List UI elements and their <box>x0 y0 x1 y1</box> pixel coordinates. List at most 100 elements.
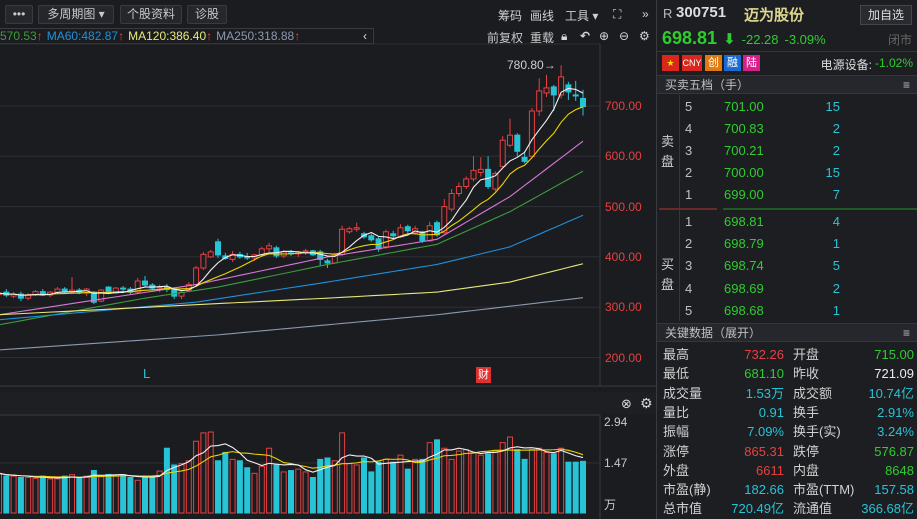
key-value: 721.09 <box>874 366 914 382</box>
candlestick-chart[interactable] <box>0 0 656 519</box>
stock-info-button[interactable]: 个股资料 <box>120 5 182 24</box>
menu-icon[interactable]: ≡ <box>902 326 910 340</box>
key-label: 成交额 <box>793 385 833 401</box>
key-value: 182.66 <box>744 482 784 498</box>
sell-level-row[interactable]: 2 700.00 15 <box>679 163 917 183</box>
buy-level-row[interactable]: 3 698.74 5 <box>679 256 917 276</box>
candle-body <box>302 250 309 253</box>
collapse-icon[interactable]: » <box>642 7 649 21</box>
ma120-line <box>0 263 584 316</box>
sell-level-row[interactable]: 3 700.21 2 <box>679 141 917 161</box>
volume-header <box>0 392 656 414</box>
key-data-row: 市盈(静) 182.66 市盈(TTM) 157.58 <box>657 480 917 499</box>
key-value: 3.24% <box>877 424 914 440</box>
candle-body <box>543 87 550 94</box>
volume-bar <box>288 470 294 514</box>
candle-body <box>215 241 221 256</box>
zoom-in-icon[interactable]: ⊕ <box>599 29 610 43</box>
multi-period-button[interactable]: 多周期图 ▾ <box>38 5 114 24</box>
volume-bar <box>536 447 543 514</box>
volume-bar <box>229 458 236 514</box>
key-label: 换手(实) <box>793 424 841 440</box>
adjust-forward-button[interactable]: 前复权 <box>487 31 524 45</box>
settings-gear-icon[interactable]: ⚙ <box>639 29 650 43</box>
buy-level-row[interactable]: 4 698.69 2 <box>679 279 917 299</box>
volume-bar <box>163 447 170 514</box>
market-status: 闭市 <box>887 33 912 47</box>
volume-bar <box>382 458 389 514</box>
volume-bar <box>455 450 462 514</box>
key-data-row: 成交量 1.53万 成交额 10.74亿 <box>657 384 917 403</box>
stock-connect-badge: 陆 <box>743 55 760 71</box>
volume-bar <box>397 454 404 514</box>
financial-report-marker[interactable]: 财 <box>476 367 491 383</box>
key-data-row: 量比 0.91 换手 2.91% <box>657 403 917 422</box>
indicator-settings-icon[interactable]: ⚙ <box>640 395 653 411</box>
ma250-line <box>0 297 584 351</box>
volume-bar <box>185 460 192 514</box>
up-arrow-icon: ↑ <box>294 29 301 43</box>
key-value: 0.91 <box>758 404 784 420</box>
expand-icon[interactable]: ⛶ <box>613 7 622 21</box>
buy-level-row[interactable]: 1 698.81 4 <box>679 212 917 232</box>
volume-bar <box>76 477 83 514</box>
buy-level-row[interactable]: 2 698.79 1 <box>679 234 917 254</box>
volume-bar <box>90 470 97 514</box>
order-book-header: 买卖五档（手） ≡ <box>657 75 917 94</box>
candle-body <box>90 291 97 303</box>
diagnose-button[interactable]: 诊股 <box>187 5 227 24</box>
volume-bar <box>448 458 455 514</box>
key-data-row: 总市值 720.49亿 流通值 366.68亿 <box>657 499 917 518</box>
volume-bar <box>580 460 586 514</box>
volume-bar <box>266 447 273 514</box>
tools-button[interactable]: 工具 ▾ <box>565 9 599 23</box>
add-watchlist-button[interactable]: 加自选 <box>860 5 912 25</box>
key-label: 振幅 <box>663 424 690 440</box>
order-book-title: 买卖五档（手） <box>665 78 750 92</box>
sell-level-row[interactable]: 1 699.00 7 <box>679 185 917 205</box>
sell-level-row[interactable]: 4 700.83 2 <box>679 119 917 139</box>
collapse-legend-icon[interactable]: ‹ <box>363 29 367 43</box>
volume-ma10-line <box>0 448 584 478</box>
key-label: 昨收 <box>793 366 820 382</box>
candle-body <box>98 289 105 302</box>
level: 2 <box>685 165 693 180</box>
sell-level-row[interactable]: 5 701.00 15 <box>679 97 917 117</box>
event-marker-l[interactable]: L <box>143 366 151 381</box>
chinext-badge: 创 <box>705 55 722 71</box>
stock-prefix: R <box>663 6 673 21</box>
ma5-line <box>0 87 584 296</box>
zoom-out-icon[interactable]: ⊖ <box>619 29 630 43</box>
buy-level-row[interactable]: 5 698.68 1 <box>679 301 917 321</box>
volume-bar <box>521 458 528 514</box>
lock-icon[interactable]: 🔒︎ <box>561 29 568 43</box>
chips-button[interactable]: 筹码 <box>498 9 523 23</box>
level: 2 <box>685 236 693 251</box>
volume-bar <box>193 440 200 514</box>
key-label: 开盘 <box>793 347 820 362</box>
volume-bar <box>324 457 331 514</box>
volume-bar <box>317 458 324 514</box>
key-value: 6611 <box>756 462 784 478</box>
candle-body <box>507 134 513 146</box>
volume-bar <box>273 464 280 514</box>
volume-bar <box>25 477 32 514</box>
quote-panel: R 300751 迈为股份 加自选 698.81 ⬇ -22.28 -3.09%… <box>656 0 917 519</box>
key-data-title[interactable]: 关键数据（展开） <box>665 326 762 340</box>
key-value: 7.09% <box>747 424 784 440</box>
key-label: 跌停 <box>793 443 820 459</box>
sector-name[interactable]: 电源设备: <box>820 58 872 72</box>
key-data-row: 外盘 6611 内盘 8648 <box>657 461 917 480</box>
undo-icon[interactable]: ↶ <box>580 29 591 43</box>
more-button[interactable]: ••• <box>5 5 33 24</box>
key-label: 总市值 <box>663 501 703 517</box>
ask-volume: 2 <box>832 121 840 136</box>
ask-price: 700.00 <box>724 165 764 180</box>
price-axis-label: 600.00 <box>605 149 642 164</box>
candle-body <box>353 227 360 230</box>
reload-button[interactable]: 重载 <box>530 31 555 45</box>
close-indicator-icon[interactable]: ⊗ <box>621 396 632 411</box>
menu-icon[interactable]: ≡ <box>902 78 910 92</box>
candle-body <box>434 222 440 236</box>
draw-button[interactable]: 画线 <box>530 9 555 23</box>
